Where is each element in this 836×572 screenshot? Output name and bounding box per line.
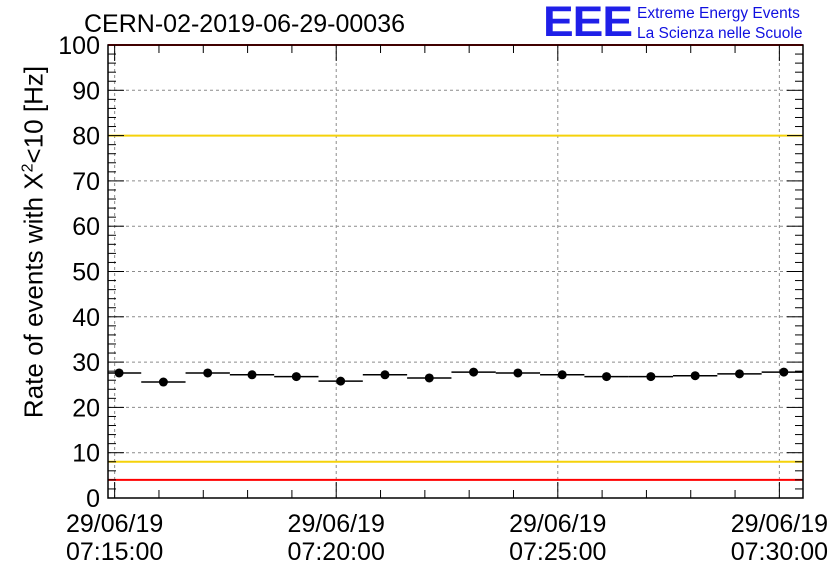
y-tick-label: 60 [72, 213, 100, 241]
y-tick-label: 70 [72, 168, 100, 196]
y-tick-label: 0 [86, 485, 100, 513]
logo-line-1: Extreme Energy Events [637, 5, 800, 22]
y-tick-label: 100 [58, 32, 100, 60]
data-point [203, 368, 213, 378]
logo-line-2: La Scienza nelle Scuole [637, 25, 803, 42]
data-point [158, 377, 168, 387]
eee-logo: EEE [543, 0, 633, 46]
logo-caption: Extreme Energy Events La Scienza nelle S… [637, 4, 802, 44]
x-tick-label-time: 07:30:00 [731, 538, 828, 566]
x-tick-label-date: 29/06/19 [66, 510, 163, 538]
data-point [734, 369, 744, 379]
y-tick-label: 80 [72, 123, 100, 151]
x-tick-label-date: 29/06/19 [509, 510, 606, 538]
y-tick-label: 30 [72, 349, 100, 377]
data-point [336, 376, 346, 386]
x-tick-label-date: 29/06/19 [731, 510, 828, 538]
y-tick-label: 10 [72, 440, 100, 468]
data-point [380, 370, 390, 380]
data-point [513, 368, 523, 378]
data-point [469, 367, 479, 377]
data-point [247, 370, 257, 380]
data-point [424, 373, 434, 383]
x-tick-label-date: 29/06/19 [288, 510, 385, 538]
data-point [557, 370, 567, 380]
x-tick-label-time: 07:20:00 [288, 538, 385, 566]
y-tick-label: 50 [72, 259, 100, 287]
data-point [779, 367, 789, 377]
data-point [114, 368, 124, 378]
data-point [690, 371, 700, 381]
data-point [646, 372, 656, 382]
y-tick-label: 20 [72, 394, 100, 422]
data-point [291, 372, 301, 382]
data-point [602, 372, 612, 382]
y-tick-label: 90 [72, 77, 100, 105]
x-tick-label-time: 07:15:00 [66, 538, 163, 566]
chart-title: CERN-02-2019-06-29-00036 [84, 10, 406, 38]
y-tick-label: 40 [72, 304, 100, 332]
x-tick-label-time: 07:25:00 [509, 538, 606, 566]
